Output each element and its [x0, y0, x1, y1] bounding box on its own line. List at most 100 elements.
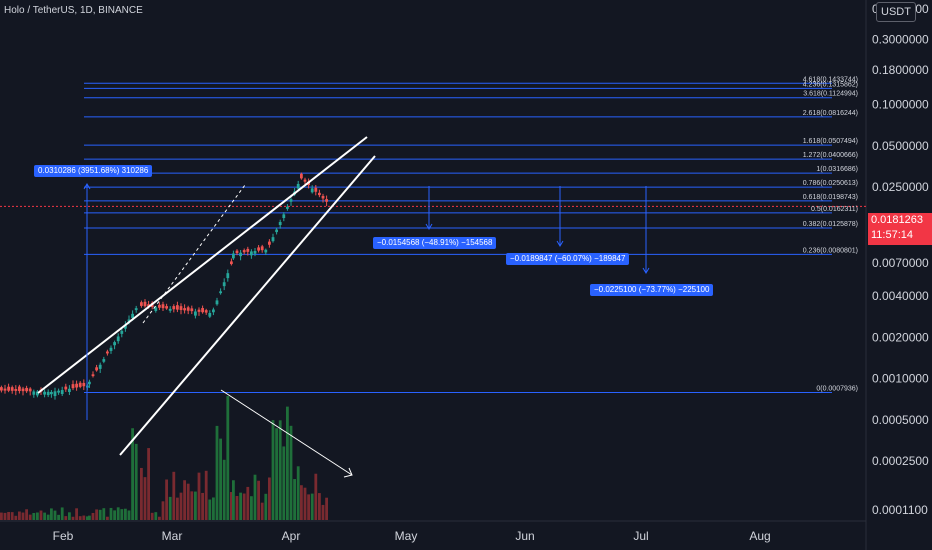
volume-bar	[71, 516, 75, 520]
candle-body	[82, 382, 86, 387]
candle-body	[3, 388, 7, 391]
price-tick-label: 0.0005000	[872, 413, 929, 427]
fib-level-label: 2.618(0.0816244)	[803, 110, 858, 117]
volume-bar	[64, 516, 68, 520]
volume-bar	[150, 512, 154, 520]
time-scale[interactable]: Feb Mar Apr May Jun Jul Aug	[53, 529, 771, 543]
volume-bar	[91, 512, 95, 520]
candle-body	[271, 237, 275, 242]
candle-body	[18, 386, 21, 392]
candle-body	[78, 382, 82, 387]
fib-level-label: 3.618(0.1124994)	[803, 91, 858, 98]
channel-upper-line	[37, 136, 368, 394]
candle-body	[260, 246, 264, 251]
volume-bar	[53, 510, 57, 520]
candle-body	[219, 291, 222, 294]
volume-bar	[226, 396, 230, 520]
volume-bar	[318, 493, 321, 520]
volume-bar	[215, 425, 219, 520]
candle-body	[321, 195, 325, 199]
volume-bar	[140, 467, 143, 520]
volume-bar	[264, 493, 268, 520]
volume-bar	[120, 509, 124, 520]
candle-body	[158, 304, 161, 308]
volume-bar	[25, 509, 28, 520]
trendline-drawings[interactable]	[37, 136, 650, 478]
measure-label-gain[interactable]: 0.0310286 (3951.68%) 310286	[34, 165, 153, 177]
volume-bar	[98, 509, 102, 520]
volume-bar	[190, 491, 194, 520]
fibonacci-extension[interactable]: 4.618(0.1433744)4.236(0.1315862) 3.618(0.…	[84, 76, 858, 393]
candle-body	[215, 300, 219, 305]
candle-body	[179, 306, 183, 310]
volume-bar	[95, 509, 98, 520]
volume-bar	[230, 492, 233, 520]
candle-body	[120, 330, 124, 334]
volume-bar	[116, 507, 120, 520]
candle-body	[25, 387, 28, 392]
volume-bar	[43, 512, 46, 520]
candle-body	[242, 250, 246, 253]
volume-bar	[235, 496, 239, 520]
candle-body	[124, 325, 127, 329]
candle-body	[140, 302, 143, 306]
volume-bar	[325, 497, 328, 520]
price-tick-label: 0.0070000	[872, 256, 929, 270]
candle-body	[325, 199, 328, 202]
measure-label-drop-1[interactable]: −0.0154568 (−48.91%) −154568	[373, 237, 497, 249]
fib-level-label: 0.618(0.0198743)	[803, 194, 858, 201]
candle-body	[246, 248, 250, 252]
volume-bar	[28, 514, 32, 520]
volume-bar	[21, 512, 25, 520]
candle-body	[289, 199, 293, 202]
volume-bar	[102, 508, 106, 520]
candle-body	[32, 391, 36, 395]
volume-bar	[197, 472, 201, 520]
candle-body	[186, 307, 190, 311]
candle-body	[278, 221, 282, 226]
currency-badge[interactable]: USDT	[876, 2, 916, 22]
candle-body	[300, 173, 303, 179]
candle-body	[172, 306, 176, 310]
candle-body	[88, 381, 91, 385]
fib-level-label: 1.618(0.0507494)	[803, 138, 858, 145]
candle-body	[109, 347, 113, 351]
candle-body	[154, 307, 158, 311]
volume-bar	[60, 507, 64, 520]
volume-bar	[219, 438, 222, 520]
measure-label-drop-2[interactable]: −0.0189847 (−60.07%) −189847	[506, 253, 630, 265]
volume-bar	[154, 512, 158, 520]
price-tick-label: 0.0010000	[872, 372, 929, 386]
candle-body	[91, 374, 95, 377]
candle-body	[197, 309, 201, 312]
volume-bar	[239, 492, 242, 520]
candle-body	[14, 389, 18, 391]
price-scale[interactable]: 0.50000000.30000000.18000000.10000000.05…	[872, 2, 929, 517]
candle-body	[113, 342, 116, 346]
measure-label-drop-3[interactable]: −0.0225100 (−73.77%) −225100	[590, 284, 714, 296]
candle-body	[239, 252, 242, 257]
volume-bar	[194, 491, 197, 520]
volume-bar	[232, 480, 235, 520]
candle-body	[212, 309, 215, 313]
volume-bar	[212, 497, 215, 520]
volume-bar	[222, 459, 226, 520]
volume-bar	[10, 512, 14, 520]
candle-body	[143, 301, 147, 307]
candle-body	[147, 304, 150, 307]
candle-body	[106, 351, 109, 354]
candle-body	[131, 313, 134, 318]
volume-bar	[165, 479, 168, 520]
price-tick-label: 0.0500000	[872, 139, 929, 153]
price-tick-label: 0.1800000	[872, 63, 929, 77]
measure-arrow-drop	[642, 267, 650, 274]
volume-bar	[204, 470, 208, 520]
time-tick-label: Jul	[633, 529, 648, 543]
volume-bar	[134, 443, 138, 520]
volume-bar	[260, 502, 264, 520]
candle-body	[314, 187, 318, 192]
symbol-title[interactable]: Holo / TetherUS, 1D, BINANCE	[4, 5, 143, 16]
candle-body	[98, 364, 102, 369]
volume-bar	[293, 479, 296, 520]
